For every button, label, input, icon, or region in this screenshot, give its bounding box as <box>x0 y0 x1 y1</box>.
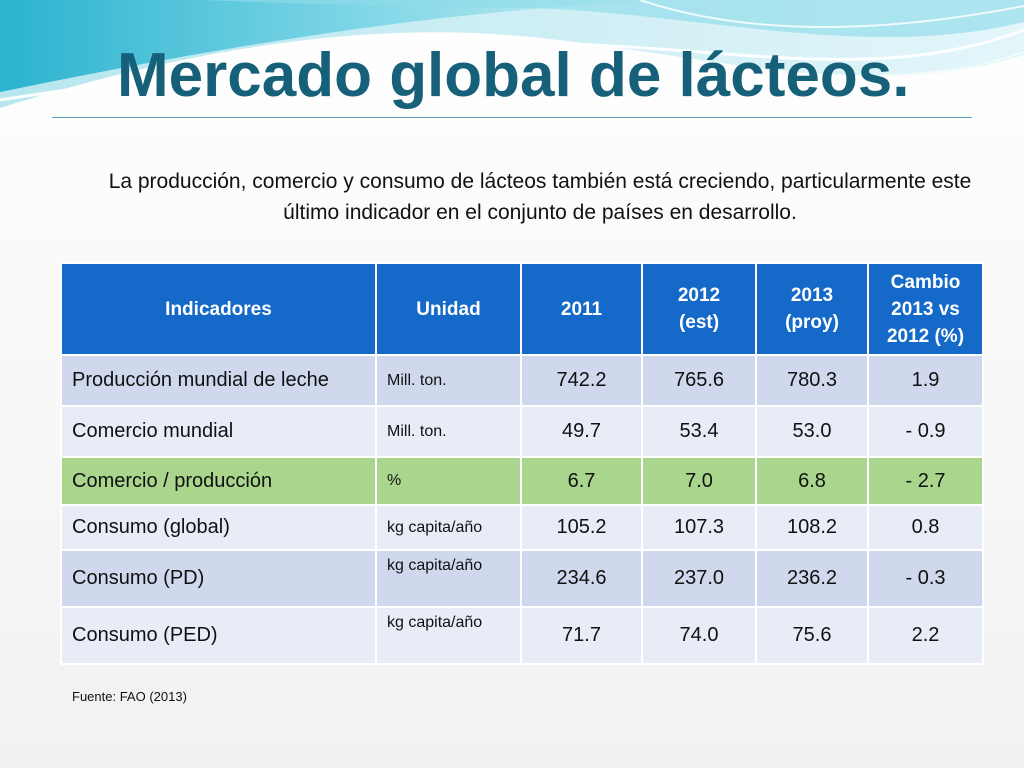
cell-2012: 765.6 <box>641 354 757 407</box>
source-note: Fuente: FAO (2013) <box>72 689 187 704</box>
cell-2013: 75.6 <box>755 606 869 665</box>
cell-change: - 0.3 <box>867 549 984 608</box>
cell-2012: 7.0 <box>641 456 757 506</box>
header-2013-proy: 2013 (proy) <box>755 262 869 356</box>
cell-2011: 234.6 <box>520 549 643 608</box>
dairy-market-table: Indicadores Unidad 2011 2012 (est) 2013 … <box>60 262 984 665</box>
table-header-row: Indicadores Unidad 2011 2012 (est) 2013 … <box>60 262 984 356</box>
slide-subtitle: La producción, comercio y consumo de lác… <box>108 170 972 224</box>
cell-indicator: Comercio mundial <box>60 405 377 458</box>
cell-unit: % <box>375 456 522 506</box>
cell-change: 0.8 <box>867 504 984 551</box>
cell-2013: 108.2 <box>755 504 869 551</box>
cell-2012: 107.3 <box>641 504 757 551</box>
cell-indicator: Comercio / producción <box>60 456 377 506</box>
header-2011: 2011 <box>520 262 643 356</box>
table-row: Comercio mundial Mill. ton. 49.7 53.4 53… <box>60 405 984 458</box>
cell-indicator: Producción mundial de leche <box>60 354 377 407</box>
cell-2013: 236.2 <box>755 549 869 608</box>
cell-change: 1.9 <box>867 354 984 407</box>
cell-2011: 742.2 <box>520 354 643 407</box>
cell-2011: 105.2 <box>520 504 643 551</box>
cell-2013: 6.8 <box>755 456 869 506</box>
cell-2013: 780.3 <box>755 354 869 407</box>
cell-change: 2.2 <box>867 606 984 665</box>
cell-unit: kg capita/año <box>375 504 522 551</box>
header-change: Cambio 2013 vs 2012 (%) <box>867 262 984 356</box>
title-divider <box>52 117 972 118</box>
cell-2011: 49.7 <box>520 405 643 458</box>
header-2012-est: 2012 (est) <box>641 262 757 356</box>
cell-indicator: Consumo (PED) <box>60 606 377 665</box>
cell-2011: 71.7 <box>520 606 643 665</box>
cell-unit: kg capita/año <box>375 606 522 665</box>
cell-change: - 2.7 <box>867 456 984 506</box>
header-unit: Unidad <box>375 262 522 356</box>
cell-unit: kg capita/año <box>375 549 522 608</box>
slide-title: Mercado global de lácteos. <box>117 41 910 110</box>
cell-unit: Mill. ton. <box>375 405 522 458</box>
cell-2012: 53.4 <box>641 405 757 458</box>
table-row: Consumo (PED) kg capita/año 71.7 74.0 75… <box>60 606 984 665</box>
cell-2012: 237.0 <box>641 549 757 608</box>
cell-2011: 6.7 <box>520 456 643 506</box>
cell-indicator: Consumo (PD) <box>60 549 377 608</box>
table-row: Consumo (global) kg capita/año 105.2 107… <box>60 504 984 551</box>
table-row: Consumo (PD) kg capita/año 234.6 237.0 2… <box>60 549 984 608</box>
table-row-highlight: Comercio / producción % 6.7 7.0 6.8 - 2.… <box>60 456 984 506</box>
cell-indicator: Consumo (global) <box>60 504 377 551</box>
header-indicator: Indicadores <box>60 262 377 356</box>
cell-2013: 53.0 <box>755 405 869 458</box>
cell-unit: Mill. ton. <box>375 354 522 407</box>
table-row: Producción mundial de leche Mill. ton. 7… <box>60 354 984 407</box>
cell-2012: 74.0 <box>641 606 757 665</box>
cell-change: - 0.9 <box>867 405 984 458</box>
